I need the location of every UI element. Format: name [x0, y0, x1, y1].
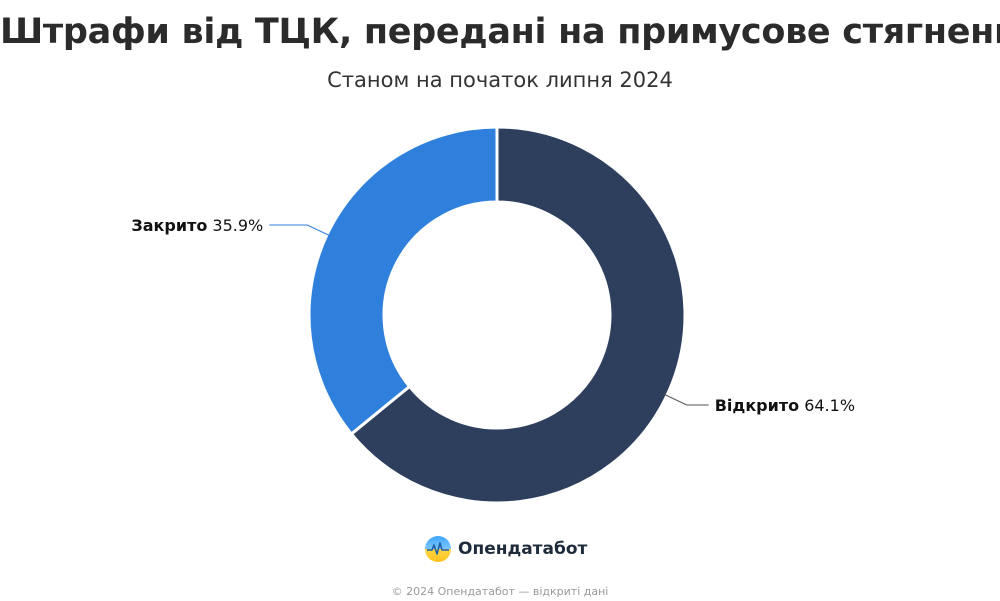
brand-name: Опендатабот: [458, 539, 588, 559]
leader-line-open: [663, 393, 709, 406]
opendatabot-logo-icon: [425, 536, 451, 562]
donut-slice-open: [349, 125, 687, 505]
donut-slice-closed: [307, 125, 499, 436]
data-label-open: Відкрито 64.1%: [715, 396, 855, 415]
chart-title: Штрафи від ТЦК, передані на примусове ст…: [0, 12, 1000, 52]
chart-subtitle: Станом на початок липня 2024: [327, 68, 673, 92]
credits-footer: © 2024 Опендатабот — відкриті дані: [391, 585, 609, 598]
data-label-closed: Закрито 35.9%: [131, 216, 263, 235]
brand-logo: Опендатабот: [424, 535, 587, 563]
leader-line-closed: [269, 224, 331, 237]
